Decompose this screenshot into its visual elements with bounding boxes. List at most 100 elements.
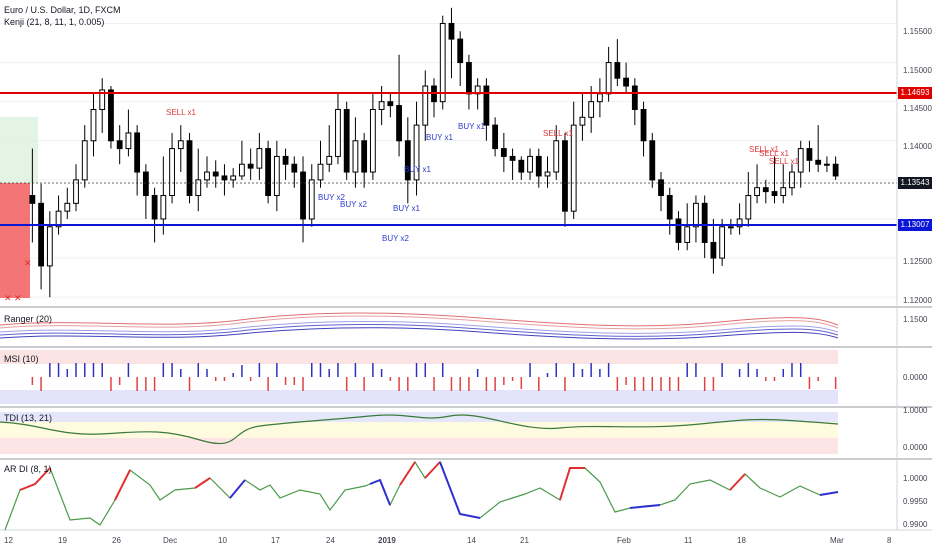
candle[interactable]: [658, 179, 664, 197]
candle[interactable]: [99, 89, 106, 110]
candle[interactable]: [55, 210, 62, 228]
candle[interactable]: [204, 171, 210, 181]
candle[interactable]: [81, 140, 88, 181]
candle[interactable]: [396, 105, 402, 142]
price-tick: 1.12000: [903, 296, 932, 305]
candle[interactable]: [570, 124, 577, 212]
candle[interactable]: [579, 116, 586, 126]
candle[interactable]: [824, 163, 830, 166]
candle[interactable]: [588, 101, 595, 118]
candle[interactable]: [361, 140, 368, 173]
candle[interactable]: [125, 132, 132, 150]
candle[interactable]: [177, 140, 184, 150]
candle[interactable]: [789, 171, 795, 189]
candle[interactable]: [108, 89, 114, 142]
candle[interactable]: [544, 171, 551, 177]
candle[interactable]: [169, 148, 175, 197]
candle[interactable]: [684, 226, 691, 243]
candle[interactable]: [308, 179, 315, 220]
candle[interactable]: [675, 218, 682, 243]
candle[interactable]: [710, 241, 717, 259]
candle[interactable]: [666, 195, 673, 220]
candle[interactable]: [614, 62, 621, 79]
candle[interactable]: [256, 148, 263, 169]
candle[interactable]: [806, 148, 813, 161]
candle[interactable]: [483, 85, 490, 126]
candle[interactable]: [343, 108, 350, 173]
candle[interactable]: [73, 179, 79, 204]
candle[interactable]: [300, 171, 306, 220]
candle[interactable]: [239, 163, 245, 177]
candle[interactable]: [623, 77, 629, 87]
candle[interactable]: [754, 187, 760, 197]
candle[interactable]: [771, 191, 778, 197]
candle[interactable]: [527, 155, 533, 173]
candle[interactable]: [134, 132, 141, 173]
candle[interactable]: [247, 163, 254, 169]
candle[interactable]: [466, 62, 472, 95]
candle[interactable]: [291, 163, 298, 173]
candle[interactable]: [195, 179, 202, 197]
candle[interactable]: [186, 140, 193, 197]
candle[interactable]: [151, 195, 158, 220]
candle[interactable]: [500, 148, 507, 157]
candle[interactable]: [378, 101, 385, 110]
tdi-label[interactable]: TDI (13, 21): [4, 413, 53, 423]
candle[interactable]: [317, 163, 324, 181]
candle[interactable]: [640, 108, 647, 142]
symbol-title[interactable]: Euro / U.S. Dollar, 1D, FXCM: [4, 5, 121, 15]
candle[interactable]: [422, 85, 429, 126]
candle[interactable]: [562, 140, 568, 212]
candle[interactable]: [780, 187, 787, 197]
candle[interactable]: [265, 148, 272, 197]
candle[interactable]: [605, 62, 612, 95]
candle[interactable]: [553, 140, 560, 173]
candle[interactable]: [46, 226, 53, 267]
candle[interactable]: [693, 202, 699, 228]
ranger-label[interactable]: Ranger (20): [4, 314, 53, 324]
candle[interactable]: [518, 159, 525, 173]
candle[interactable]: [413, 124, 420, 181]
candle[interactable]: [38, 202, 44, 267]
candle[interactable]: [64, 202, 71, 212]
candle[interactable]: [160, 195, 167, 220]
candle[interactable]: [509, 155, 516, 161]
candle[interactable]: [29, 195, 36, 204]
candle[interactable]: [273, 155, 280, 197]
candle[interactable]: [745, 195, 752, 220]
candle[interactable]: [448, 22, 455, 40]
candle[interactable]: [142, 171, 149, 197]
candle[interactable]: [352, 140, 359, 173]
candle[interactable]: [797, 148, 804, 173]
candle[interactable]: [335, 108, 341, 157]
candle[interactable]: [719, 226, 726, 259]
candle[interactable]: [439, 22, 446, 103]
green-zone: [0, 117, 38, 183]
candle[interactable]: [387, 101, 394, 107]
candle[interactable]: [116, 140, 123, 150]
msi-label[interactable]: MSI (10): [4, 354, 39, 364]
candle[interactable]: [90, 108, 97, 142]
kenji-indicator-label[interactable]: Kenji (21, 8, 11, 1, 0.005): [4, 17, 105, 27]
candle[interactable]: [701, 202, 708, 243]
candle[interactable]: [404, 140, 411, 181]
candle[interactable]: [762, 187, 769, 193]
candle[interactable]: [815, 159, 822, 165]
ardi-label[interactable]: AR DI (8, 1): [4, 464, 52, 474]
candle[interactable]: [282, 155, 289, 165]
candle[interactable]: [457, 38, 464, 64]
candle[interactable]: [596, 93, 603, 103]
candle[interactable]: [492, 124, 499, 150]
candle[interactable]: [326, 155, 333, 165]
candle[interactable]: [727, 226, 734, 229]
candle[interactable]: [230, 175, 237, 181]
candle[interactable]: [832, 163, 839, 177]
candle[interactable]: [212, 171, 219, 177]
candle[interactable]: [649, 140, 656, 181]
candle[interactable]: [221, 175, 228, 181]
candle[interactable]: [736, 218, 743, 228]
candle[interactable]: [535, 155, 542, 177]
candle[interactable]: [631, 85, 638, 110]
candle[interactable]: [369, 108, 376, 173]
